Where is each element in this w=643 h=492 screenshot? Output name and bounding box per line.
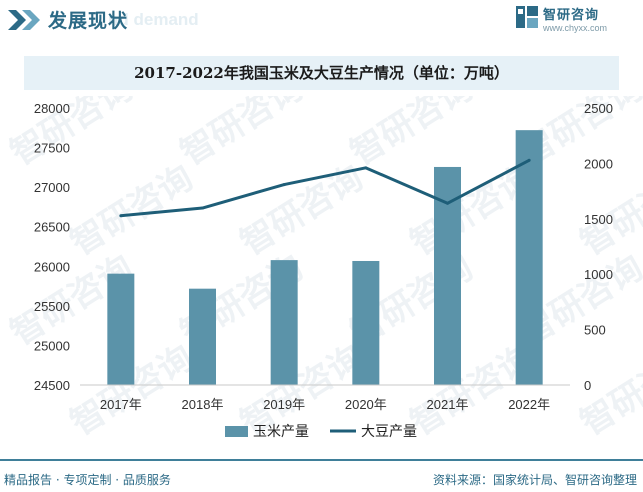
watermark-text: 智研咨询 — [4, 96, 139, 173]
left-y-tick-label: 24500 — [34, 378, 70, 393]
brand-name: 智研咨询 — [543, 8, 600, 23]
right-y-tick-label: 0 — [584, 378, 591, 393]
right-y-tick-label: 1500 — [584, 212, 613, 227]
corn-bar — [107, 273, 135, 385]
x-tick-label: 2018年 — [182, 397, 224, 412]
legend: 玉米产量 大豆产量 — [225, 423, 417, 439]
legend-label-soybean: 大豆产量 — [361, 423, 417, 439]
watermark-text: 智研咨询 — [344, 96, 479, 173]
section-title: 发展现状 — [48, 10, 129, 32]
x-tick-label: 2019年 — [263, 397, 305, 412]
footer-source: 资料来源：国家统计局、智研咨询整理 — [432, 473, 637, 487]
soybean-line-path — [120, 158, 530, 218]
corn-bar — [270, 260, 298, 385]
x-axis-labels: 2017年 2018年 2019年 2020年 2021年 2022年 — [100, 397, 550, 412]
right-y-tick-label: 2500 — [584, 101, 613, 116]
soybean-point — [364, 166, 368, 170]
soybean-point — [527, 158, 531, 162]
soybean-point — [446, 201, 449, 205]
right-y-axis: 0 500 1000 1500 2000 2500 — [584, 101, 613, 393]
x-tick-label: 2017年 — [100, 397, 142, 412]
chart-title: 2017-2022年我国玉米及大豆生产情况（单位：万吨） — [134, 64, 509, 82]
brand-url: www.chyxx.com — [543, 23, 608, 33]
left-y-tick-label: 28000 — [34, 101, 70, 116]
soybean-point — [282, 183, 286, 187]
soybean-point — [201, 206, 204, 210]
watermark-text: 智研咨询 — [234, 158, 369, 262]
header-watermark-text: nd demand — [108, 10, 199, 29]
legend-swatch-corn — [225, 426, 248, 437]
right-y-tick-label: 2000 — [584, 156, 613, 171]
left-y-tick-label: 25500 — [34, 299, 70, 314]
left-y-tick-label: 26000 — [34, 259, 70, 274]
soybean-line — [119, 158, 531, 218]
corn-bars — [107, 130, 543, 385]
legend-label-corn: 玉米产量 — [253, 423, 309, 439]
corn-bar — [352, 260, 380, 385]
header: nd demand 发展现状 智研咨询 www.chyxx.com — [0, 0, 643, 40]
watermark-text: 智研咨询 — [174, 96, 309, 173]
footer-divider — [0, 459, 643, 461]
left-y-tick-label: 25000 — [34, 338, 70, 353]
soybean-point — [119, 214, 123, 218]
footer: 精品报告 · 专项定制 · 品质服务 资料来源：国家统计局、智研咨询整理 — [0, 459, 643, 492]
left-y-axis: 24500 25000 25500 26000 26500 27000 27500 28000 — [34, 101, 70, 393]
footer-slogan: 精品报告 · 专项定制 · 品质服务 — [4, 473, 171, 487]
double-chevron-icon — [8, 10, 40, 30]
corn-bar — [515, 130, 543, 385]
x-tick-label: 2021年 — [427, 397, 469, 412]
right-y-tick-label: 1000 — [584, 267, 613, 282]
left-y-tick-label: 26500 — [34, 220, 70, 235]
left-y-tick-label: 27500 — [34, 141, 70, 156]
x-tick-label: 2020年 — [345, 397, 387, 412]
chart-title-band: 2017-2022年我国玉米及大豆生产情况（单位：万吨） — [24, 56, 619, 90]
watermark-text: 智研咨询 — [574, 158, 643, 262]
x-tick-label: 2022年 — [508, 397, 550, 412]
right-y-tick-label: 500 — [584, 323, 606, 338]
brand: 智研咨询 www.chyxx.com — [515, 4, 635, 38]
brand-logo-icon — [516, 6, 538, 28]
left-y-tick-label: 27000 — [34, 180, 70, 195]
corn-bar — [189, 288, 216, 385]
